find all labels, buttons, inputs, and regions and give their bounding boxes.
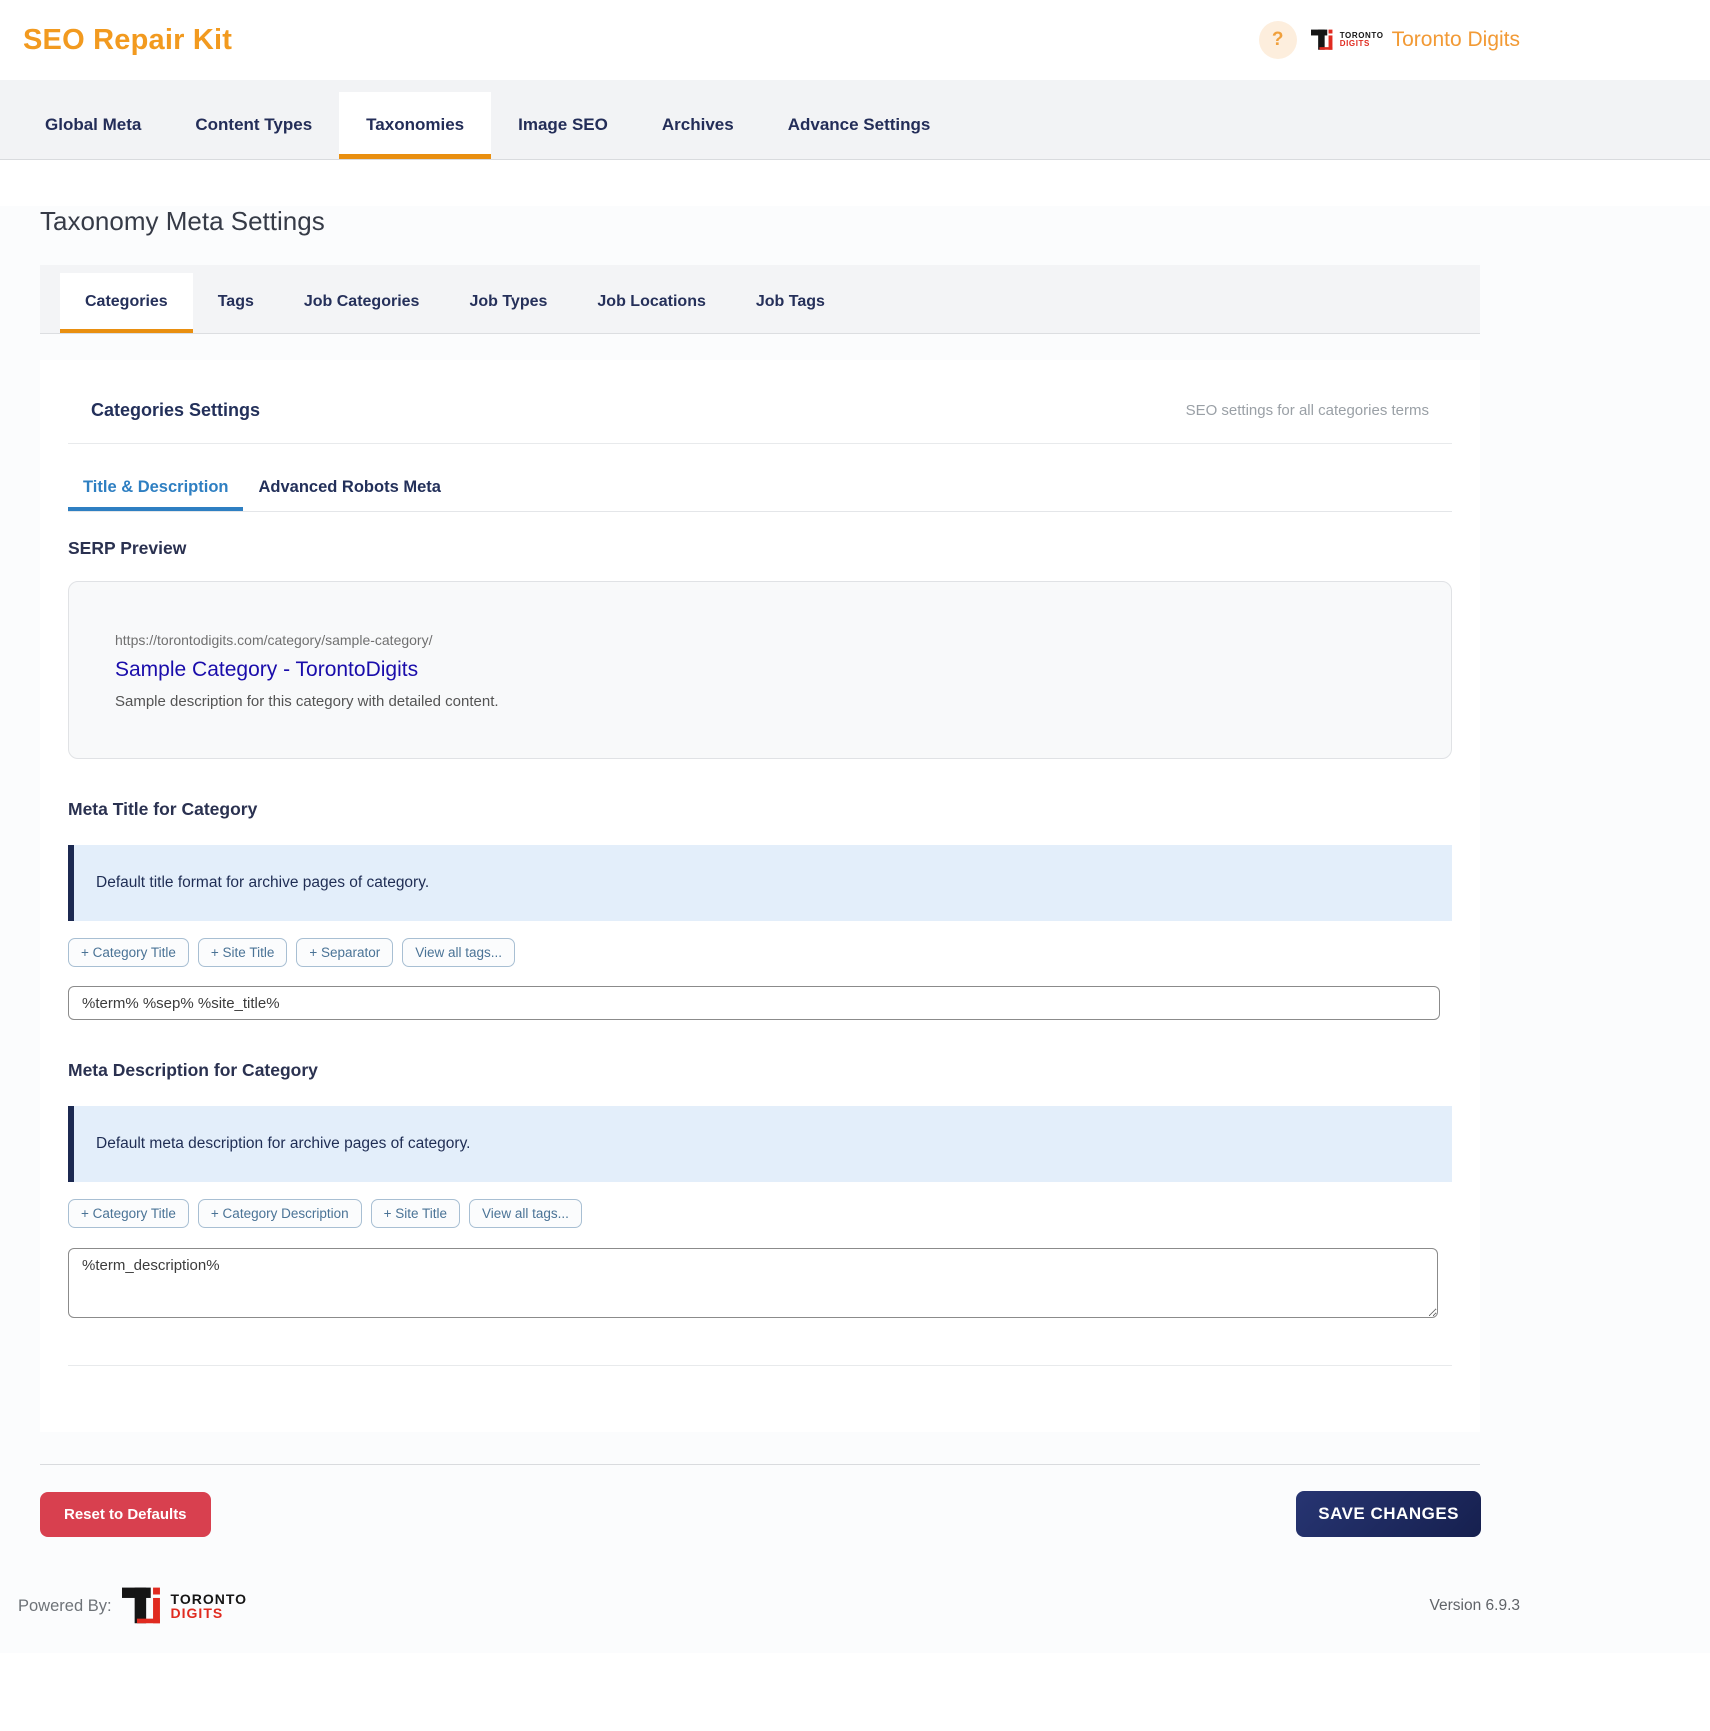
save-changes-button[interactable]: SAVE CHANGES xyxy=(1296,1491,1481,1537)
card-bottom-divider xyxy=(68,1365,1452,1366)
tax-tab-job-locations[interactable]: Job Locations xyxy=(597,293,706,310)
logo-text-bottom: DIGITS xyxy=(1339,39,1370,48)
meta-description-tag-row: + Category Title + Category Description … xyxy=(68,1199,1452,1228)
tab-image-seo[interactable]: Image SEO xyxy=(518,115,608,134)
meta-title-heading: Meta Title for Category xyxy=(68,799,258,819)
tax-tab-job-types[interactable]: Job Types xyxy=(469,293,548,310)
serp-preview-heading: SERP Preview xyxy=(68,538,187,558)
app-footer: Powered By: TORONTO DIGITS Version 6.9.3 xyxy=(0,1567,1710,1653)
tab-content-types[interactable]: Content Types xyxy=(195,115,313,134)
tab-global-meta[interactable]: Global Meta xyxy=(45,115,142,134)
powered-by: Powered By: TORONTO DIGITS xyxy=(18,1583,247,1629)
tax-tab-tags[interactable]: Tags xyxy=(217,293,254,310)
meta-title-tag-row: + Category Title + Site Title + Separato… xyxy=(68,938,1452,967)
actions-row: Reset to Defaults SAVE CHANGES xyxy=(40,1491,1481,1537)
tax-tab-categories[interactable]: Categories xyxy=(60,273,193,333)
serp-preview-box: https://torontodigits.com/category/sampl… xyxy=(68,581,1452,759)
tax-tab-job-tags[interactable]: Job Tags xyxy=(755,293,825,310)
meta-description-heading: Meta Description for Category xyxy=(68,1060,318,1080)
add-category-description-tag-button[interactable]: + Category Description xyxy=(197,1199,362,1228)
brand: TORONTO DIGITS Toronto Digits xyxy=(1310,27,1520,53)
tab-archives[interactable]: Archives xyxy=(661,115,734,134)
logo-wordmark: TORONTO DIGITS xyxy=(171,1592,248,1620)
meta-title-input[interactable] xyxy=(68,986,1440,1020)
card-header: Categories Settings SEO settings for all… xyxy=(68,400,1452,444)
view-all-tags-button[interactable]: View all tags... xyxy=(402,938,516,967)
taxonomy-tabs: Categories Tags Job Categories Job Types… xyxy=(40,265,1480,334)
meta-title-info: Default title format for archive pages o… xyxy=(68,845,1452,921)
add-category-title-tag-button[interactable]: + Category Title xyxy=(68,1199,189,1228)
toronto-digits-logo-icon: TORONTO DIGITS xyxy=(1310,27,1384,53)
app-title: SEO Repair Kit xyxy=(23,23,233,56)
header-right: ? TORONTO DIGITS Toronto Digits xyxy=(1258,21,1520,59)
version-label: Version 6.9.3 xyxy=(1429,1597,1520,1614)
brand-name: Toronto Digits xyxy=(1391,28,1520,51)
toronto-digits-logo-icon: TORONTO DIGITS xyxy=(121,1583,248,1629)
serp-description: Sample description for this category wit… xyxy=(115,693,499,710)
serp-title: Sample Category - TorontoDigits xyxy=(115,658,419,681)
categories-settings-card: Categories Settings SEO settings for all… xyxy=(40,360,1480,1432)
inner-tab-title-description[interactable]: Title & Description xyxy=(68,462,243,511)
serp-url: https://torontodigits.com/category/sampl… xyxy=(115,632,433,648)
page-title: Taxonomy Meta Settings xyxy=(40,206,325,236)
tab-advance-settings[interactable]: Advance Settings xyxy=(787,115,931,134)
powered-by-label: Powered By: xyxy=(18,1596,112,1615)
page-area: Taxonomy Meta Settings Categories Tags J… xyxy=(0,206,1710,1653)
view-all-tags-button[interactable]: View all tags... xyxy=(469,1199,582,1228)
inner-tab-advanced-robots-meta[interactable]: Advanced Robots Meta xyxy=(258,478,441,496)
add-site-title-tag-button[interactable]: + Site Title xyxy=(197,938,288,967)
section-title: Categories Settings xyxy=(91,400,261,420)
main-nav-tabs: Global Meta Content Types Taxonomies Ima… xyxy=(0,80,1710,160)
tax-tab-job-categories[interactable]: Job Categories xyxy=(303,293,420,310)
add-site-title-tag-button[interactable]: + Site Title xyxy=(370,1199,461,1228)
inner-tabs: Title & Description Advanced Robots Meta xyxy=(68,462,1452,512)
section-subtitle: SEO settings for all categories terms xyxy=(1185,402,1429,419)
app-header: SEO Repair Kit ? TORONTO DIGITS Toronto … xyxy=(0,0,1710,80)
meta-description-info: Default meta description for archive pag… xyxy=(68,1106,1452,1182)
help-icon[interactable]: ? xyxy=(1258,21,1297,59)
logo-text-top: TORONTO xyxy=(170,1591,248,1607)
actions-divider xyxy=(40,1464,1480,1465)
tab-taxonomies[interactable]: Taxonomies xyxy=(339,92,492,159)
add-category-title-tag-button[interactable]: + Category Title xyxy=(68,938,189,967)
logo-text-bottom: DIGITS xyxy=(170,1605,224,1621)
logo-wordmark: TORONTO DIGITS xyxy=(1340,32,1384,48)
add-separator-tag-button[interactable]: + Separator xyxy=(296,938,394,967)
logo-text-top: TORONTO xyxy=(1339,31,1384,40)
reset-to-defaults-button[interactable]: Reset to Defaults xyxy=(40,1491,211,1537)
meta-description-textarea[interactable]: %term_description% xyxy=(68,1248,1438,1318)
